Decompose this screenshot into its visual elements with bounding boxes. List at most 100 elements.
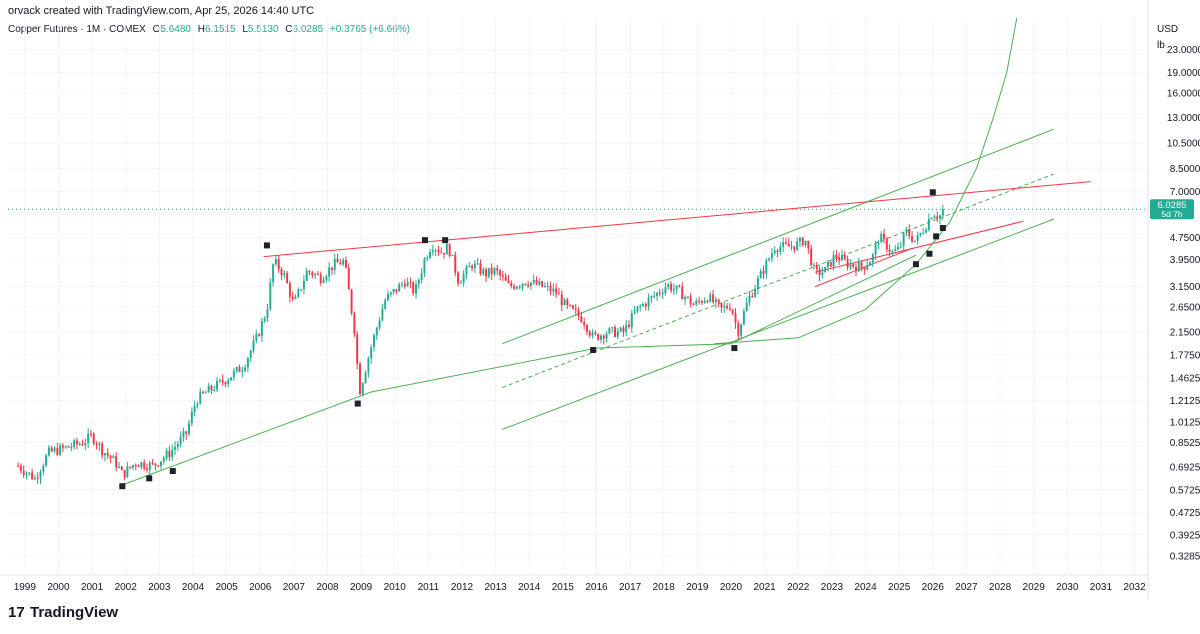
- candle-body: [810, 248, 813, 266]
- candle-down: [557, 287, 560, 295]
- candle-up: [930, 217, 933, 220]
- candle-down: [31, 468, 34, 481]
- candle-body: [703, 300, 706, 303]
- candle-body: [280, 269, 283, 276]
- candle-body: [45, 455, 48, 466]
- candle-up: [417, 277, 420, 290]
- candle-up: [939, 214, 942, 225]
- candle-up: [213, 385, 216, 392]
- x-tick-label: 2012: [451, 582, 474, 593]
- candle-up: [857, 257, 860, 272]
- candle-body: [493, 268, 496, 274]
- candle-body: [238, 366, 241, 372]
- candle-body: [625, 324, 628, 332]
- candle-up: [269, 278, 272, 311]
- candle-up: [902, 232, 905, 252]
- candle-down: [689, 292, 692, 308]
- candle-body: [246, 358, 249, 368]
- candle-up: [378, 316, 381, 331]
- candle-up: [756, 275, 759, 295]
- candle-up: [389, 291, 392, 298]
- candle-down: [146, 463, 148, 473]
- candle-body: [412, 282, 415, 294]
- unit-label[interactable]: lb: [1157, 40, 1165, 51]
- candle-body: [162, 457, 165, 462]
- candle-down: [168, 445, 171, 462]
- candle-up: [117, 461, 120, 469]
- trend-line-channel-midline: [502, 173, 1054, 388]
- candle-down: [571, 304, 574, 310]
- candle-up: [434, 248, 437, 257]
- candle-down: [120, 465, 123, 471]
- candle-body: [78, 443, 81, 445]
- candle-down: [644, 302, 647, 311]
- candle-up: [473, 260, 476, 273]
- candle-down: [883, 228, 885, 244]
- candle-body: [56, 448, 59, 455]
- candle-down: [681, 282, 684, 300]
- candle-up: [804, 240, 807, 248]
- candle-down: [308, 269, 311, 276]
- candle-down: [454, 251, 457, 277]
- x-tick-label: 2021: [754, 582, 777, 593]
- candle-down: [347, 263, 350, 290]
- candle-body: [431, 250, 434, 253]
- candle-body: [756, 278, 759, 289]
- candle-body: [61, 445, 64, 448]
- close-value: 6.0285: [292, 24, 324, 35]
- candle-down: [888, 244, 891, 256]
- candle-body: [350, 289, 353, 314]
- candle-down: [50, 445, 53, 453]
- candle-down: [700, 299, 703, 306]
- candle-body: [429, 252, 432, 258]
- candle-down: [448, 243, 451, 258]
- candle-body: [734, 313, 737, 323]
- candle-down: [395, 289, 398, 295]
- candle-up: [745, 297, 748, 312]
- candle-up: [653, 291, 656, 299]
- symbol-title[interactable]: Copper Futures · 1M · COMEX: [8, 24, 146, 35]
- candle-body: [294, 296, 297, 299]
- candle-body: [583, 322, 586, 326]
- candle-up: [768, 257, 771, 262]
- candle-body: [255, 334, 258, 341]
- y-tick-label: 0.5725: [1170, 485, 1200, 496]
- candle-up: [45, 453, 48, 467]
- candle-up: [905, 226, 908, 237]
- x-tick-label: 2001: [81, 582, 104, 593]
- candle-down: [728, 303, 731, 312]
- candle-up: [782, 237, 785, 253]
- candle-body: [117, 466, 120, 468]
- x-tick-label: 2028: [989, 582, 1012, 593]
- candle-body: [378, 320, 381, 328]
- candle-up: [493, 267, 496, 277]
- candle-body: [445, 244, 448, 255]
- candle-body: [260, 321, 263, 336]
- candle-down: [737, 320, 740, 340]
- candle-down: [280, 267, 283, 281]
- candle-up: [272, 263, 275, 287]
- currency-label[interactable]: USD: [1157, 24, 1179, 35]
- candle-up: [342, 257, 345, 267]
- candle-body: [843, 255, 846, 260]
- candle-body: [176, 443, 179, 447]
- candle-body: [936, 216, 939, 219]
- x-tick-label: 2030: [1056, 582, 1079, 593]
- tradingview-brand[interactable]: 17 TradingView: [8, 604, 118, 621]
- candle-body: [471, 265, 474, 269]
- candle-up: [249, 349, 252, 362]
- candle-body: [885, 238, 888, 250]
- candle-body: [199, 391, 202, 404]
- candle-up: [392, 288, 395, 295]
- candle-body: [19, 465, 22, 471]
- candle-body: [420, 273, 423, 280]
- low-label: L: [242, 24, 248, 35]
- candle-body: [165, 450, 168, 458]
- pivot-marker: [421, 237, 428, 244]
- candle-up: [387, 290, 389, 302]
- candle-down: [569, 304, 572, 307]
- candle-body: [891, 250, 894, 252]
- candle-down: [602, 334, 605, 345]
- candle-down: [61, 443, 64, 453]
